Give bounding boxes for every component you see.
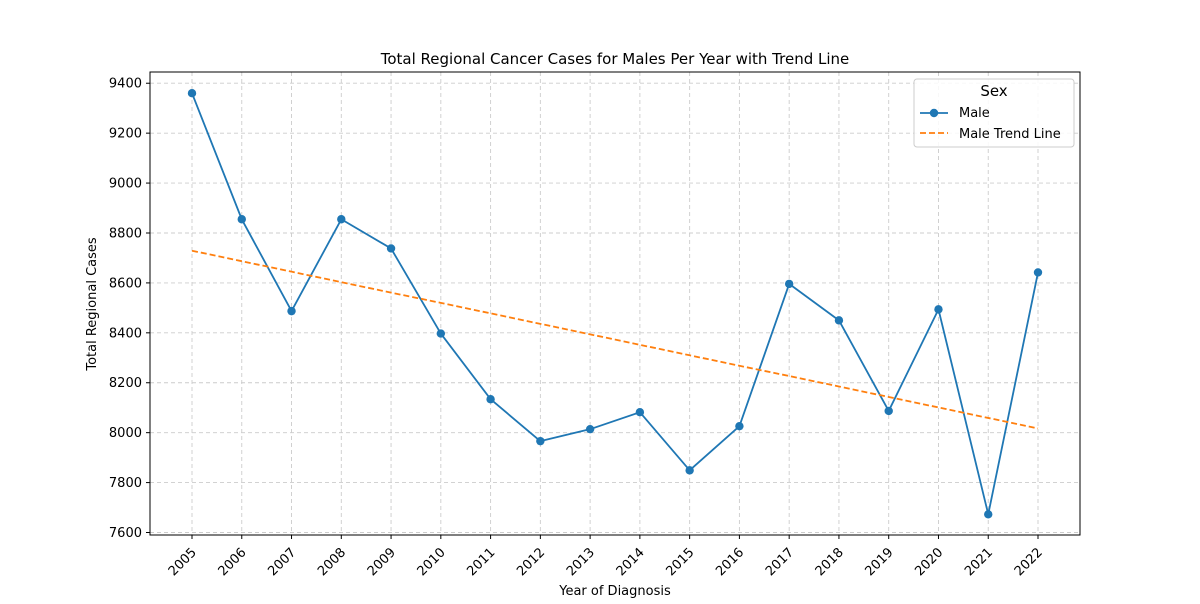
- y-tick-label: 8600: [109, 276, 142, 291]
- y-axis-label: Total Regional Cases: [85, 237, 100, 372]
- male-data-point: [486, 395, 495, 404]
- y-tick-label: 9000: [109, 177, 142, 192]
- y-tick-label: 7800: [109, 476, 142, 491]
- male-data-point: [237, 215, 246, 224]
- y-tick-label: 8000: [109, 426, 142, 441]
- y-tick-label: 8800: [109, 226, 142, 241]
- male-data-point: [287, 306, 296, 316]
- male-data-point: [386, 244, 396, 253]
- male-data-point: [635, 407, 645, 417]
- male-data-point: [187, 89, 197, 98]
- legend: Sex Male Male Trend Line: [913, 78, 1075, 148]
- legend-label-male: Male: [959, 106, 990, 121]
- legend-label-trend: Male Trend Line: [959, 127, 1061, 142]
- male-data-point: [834, 316, 844, 325]
- male-data-point: [784, 279, 794, 289]
- male-data-point: [337, 215, 346, 224]
- y-tick-label: 9200: [109, 127, 142, 142]
- y-tick-label: 8200: [109, 376, 142, 391]
- male-data-point: [984, 510, 993, 519]
- male-data-point: [884, 406, 893, 416]
- male-data-point: [685, 466, 694, 475]
- x-axis-label: Year of Diagnosis: [558, 584, 671, 599]
- male-data-point: [536, 436, 545, 446]
- grid: [150, 72, 1080, 535]
- plot-frame: [149, 71, 1081, 536]
- series-layer: [187, 89, 1043, 519]
- trend-line: [191, 249, 1039, 430]
- male-data-point: [934, 305, 943, 314]
- legend-title: Sex: [980, 82, 1007, 100]
- male-data-point: [735, 421, 744, 431]
- y-tick-label: 9400: [109, 77, 142, 92]
- male-series-line: [191, 92, 1039, 516]
- y-tick-label: 8400: [109, 326, 142, 341]
- male-data-point: [436, 329, 446, 338]
- legend-marker-male: [929, 108, 939, 118]
- male-data-point: [1033, 268, 1043, 277]
- y-tick-label: 7600: [109, 526, 142, 541]
- chart-title: Total Regional Cancer Cases for Males Pe…: [380, 50, 850, 68]
- y-axis-ticks: 7600 7800 8000 8200 8400 8600 8800 9000 9200 9400: [109, 77, 150, 541]
- legend-box: [913, 78, 1075, 148]
- male-data-point: [585, 424, 595, 434]
